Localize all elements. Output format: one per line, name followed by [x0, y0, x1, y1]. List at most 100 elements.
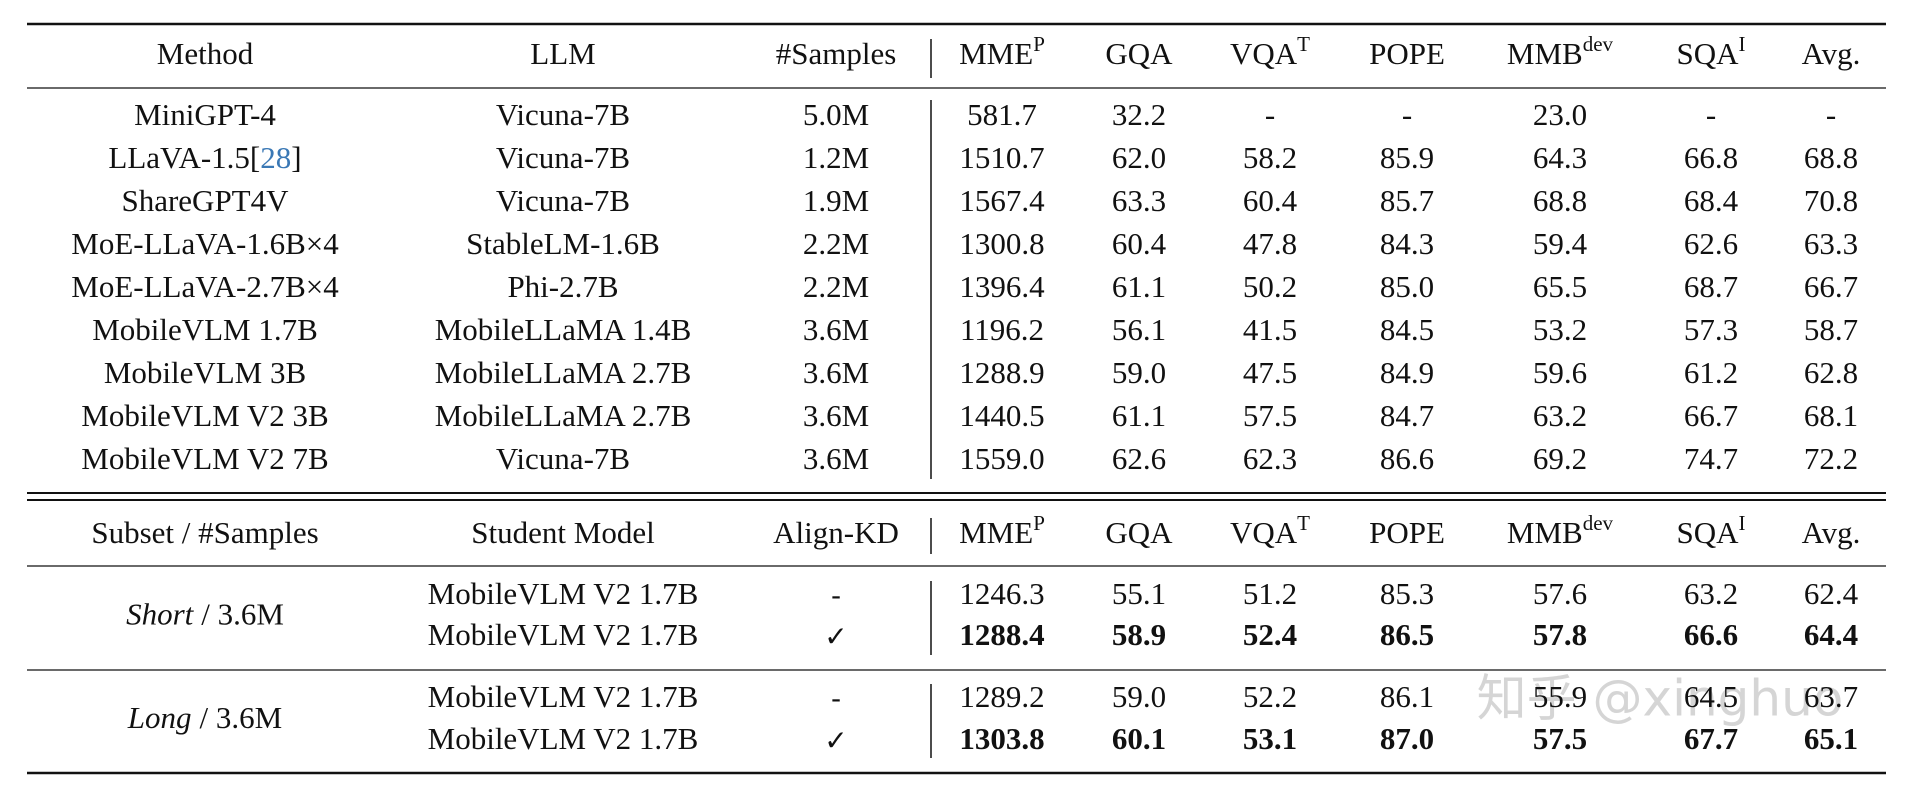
text-part: ]	[291, 140, 301, 175]
table-cell: MobileVLM V2 1.7B	[428, 617, 699, 652]
table-cell: 41.5	[1243, 312, 1297, 347]
table-cell: 1510.7	[959, 140, 1044, 175]
table-cell: MobileVLM V2 1.7B	[428, 679, 699, 714]
table-cell: 60.4	[1112, 226, 1167, 261]
table-cell: 1288.9	[959, 355, 1044, 390]
table-cell: Vicuna-7B	[496, 183, 630, 218]
table-cell: 63.7	[1804, 679, 1858, 714]
table-cell: 87.0	[1380, 721, 1434, 756]
table-cell: 1567.4	[959, 183, 1045, 218]
table-cell: Vicuna-7B	[496, 441, 630, 476]
subset-samples: / 3.6M	[201, 597, 284, 632]
table-cell: 65.1	[1804, 721, 1858, 756]
table-cell: MobileVLM V2 1.7B	[428, 721, 699, 756]
table-cell: 52.2	[1243, 679, 1297, 714]
header-text: VQA	[1230, 36, 1298, 71]
table-cell: 3.6M	[803, 441, 869, 476]
table-cell: 62.8	[1804, 355, 1858, 390]
table-cell: 53.2	[1533, 312, 1587, 347]
table-cell: -	[1826, 97, 1836, 132]
table-cell: MobileVLM V2 7B	[81, 441, 328, 476]
header-sup: T	[1297, 32, 1310, 56]
table-cell: Phi-2.7B	[507, 269, 618, 304]
table-cell: -	[1706, 97, 1716, 132]
table-cell: 61.2	[1684, 355, 1738, 390]
table-cell: MobileVLM 3B	[104, 355, 306, 390]
table-cell: 86.6	[1380, 441, 1434, 476]
header-cell: #Samples	[776, 36, 897, 71]
table-cell: ✓	[824, 724, 847, 757]
table-cell: 63.2	[1684, 576, 1738, 611]
table-cell: 68.1	[1804, 398, 1858, 433]
table-cell: 57.5	[1533, 721, 1587, 756]
header-cell: MMEP	[959, 32, 1045, 71]
header-sup: dev	[1583, 32, 1614, 56]
table-cell: -	[831, 682, 841, 715]
header-text: MME	[959, 36, 1033, 71]
header-sup: T	[1297, 511, 1310, 535]
header-text: MMB	[1507, 36, 1583, 71]
table-cell: 1288.4	[959, 617, 1044, 652]
table-cell: 55.9	[1533, 679, 1587, 714]
table-cell: MoE-LLaVA-1.6B×4	[71, 226, 339, 261]
header-cell: POPE	[1369, 515, 1445, 550]
table-cell: 63.3	[1804, 226, 1858, 261]
header-sup: I	[1739, 511, 1746, 535]
table-cell: 50.2	[1243, 269, 1297, 304]
subset-label: Short/ 3.6M	[126, 597, 284, 632]
header-cell: SQAI	[1676, 511, 1745, 550]
text-part: 28	[260, 140, 291, 175]
table-cell: 51.2	[1243, 576, 1297, 611]
table-cell: 1246.3	[959, 576, 1044, 611]
header-sup: P	[1033, 32, 1045, 56]
table-cell: -	[1402, 97, 1412, 132]
table-cell: 581.7	[967, 97, 1037, 132]
table-cell: 68.4	[1684, 183, 1739, 218]
header-text: MME	[959, 515, 1033, 550]
table-cell: MobileLLaMA 1.4B	[435, 312, 692, 347]
table-cell: LLaVA-1.5[28]	[108, 140, 301, 175]
header-cell: MMBdev	[1507, 511, 1614, 550]
table-cell: 2.2M	[803, 269, 869, 304]
table-cell: 57.3	[1684, 312, 1738, 347]
header-cell: MMEP	[959, 511, 1045, 550]
header-cell: LLM	[530, 36, 595, 71]
table-cell: 86.5	[1380, 617, 1434, 652]
watermark: 知乎 @xinghuo	[1477, 670, 1844, 728]
table-cell: 47.8	[1243, 226, 1297, 261]
table-cell: ShareGPT4V	[121, 183, 289, 218]
table-cell: 58.9	[1112, 617, 1166, 652]
header-cell: VQAT	[1230, 511, 1310, 550]
table-cell: 57.8	[1533, 617, 1587, 652]
table-cell: 62.6	[1684, 226, 1738, 261]
table-cell: 58.2	[1243, 140, 1297, 175]
table-cell: 62.4	[1804, 576, 1859, 611]
table-cell: 68.8	[1533, 183, 1587, 218]
header-cell: Align-KD	[773, 515, 899, 550]
table-cell: MobileLLaMA 2.7B	[435, 355, 692, 390]
table-cell: 1440.5	[959, 398, 1044, 433]
header-cell: Subset / #Samples	[91, 515, 318, 550]
table-cell: 84.5	[1380, 312, 1434, 347]
table-cell: 67.7	[1684, 721, 1738, 756]
table-cell: 86.1	[1380, 679, 1434, 714]
table-cell: 1300.8	[959, 226, 1044, 261]
table-cell: 64.3	[1533, 140, 1587, 175]
subset-name: Long	[127, 700, 192, 735]
header-text: VQA	[1230, 515, 1298, 550]
header-cell: GQA	[1105, 515, 1173, 550]
table-cell: 64.4	[1804, 617, 1858, 652]
table-cell: 84.9	[1380, 355, 1434, 390]
table-cell: 59.4	[1533, 226, 1588, 261]
table-cell: 85.0	[1380, 269, 1434, 304]
table-cell: 59.0	[1112, 355, 1166, 390]
header-text: SQA	[1676, 515, 1739, 550]
table-cell: MobileLLaMA 2.7B	[435, 398, 692, 433]
table-cell: 65.5	[1533, 269, 1587, 304]
table-cell: 1.2M	[803, 140, 869, 175]
table-cell: 85.3	[1380, 576, 1434, 611]
table-cell: 55.1	[1112, 576, 1166, 611]
table-cell: 1396.4	[959, 269, 1045, 304]
table-cell: -	[1265, 97, 1275, 132]
table-cell: MoE-LLaVA-2.7B×4	[71, 269, 339, 304]
